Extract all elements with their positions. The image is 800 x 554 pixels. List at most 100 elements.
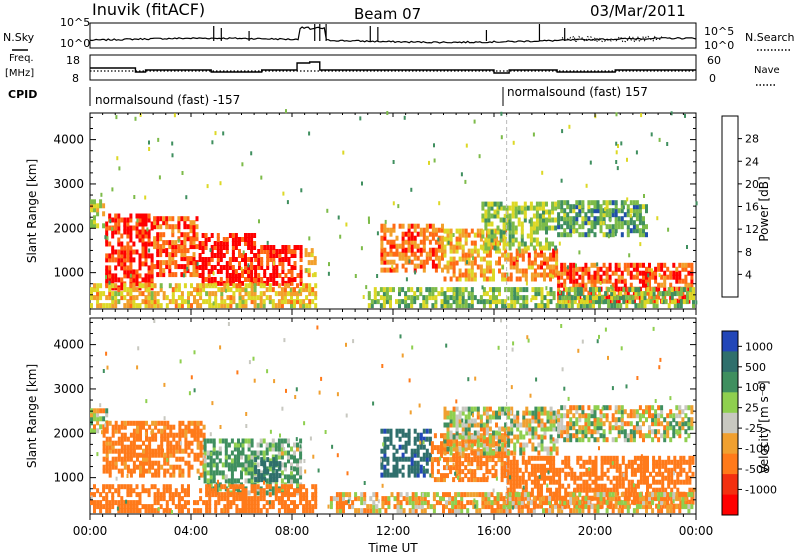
- heatmap-cell: [493, 233, 497, 239]
- heatmap-cell: [187, 295, 190, 301]
- heatmap-cell: [476, 477, 480, 483]
- heatmap-cell: [470, 295, 474, 301]
- heatmap-cell: [233, 446, 237, 452]
- freq-unit-label: [MHz]: [5, 68, 34, 79]
- heatmap-cell: [555, 471, 559, 477]
- heatmap-cell: [147, 229, 151, 235]
- heatmap-cell: [588, 483, 592, 489]
- heatmap-cell: [241, 450, 245, 456]
- heatmap-cell: [150, 265, 154, 271]
- heatmap-cell: [272, 261, 275, 266]
- heatmap-cell: [564, 303, 568, 309]
- heatmap-cell: [540, 291, 544, 297]
- heatmap-cell: [132, 452, 136, 458]
- heatmap-cell: [488, 453, 492, 459]
- heatmap-cell: [646, 463, 649, 469]
- heatmap-cell: [220, 508, 224, 514]
- heatmap-cell: [587, 425, 591, 431]
- heatmap-cell: [536, 252, 540, 258]
- heatmap-cell: [150, 508, 154, 514]
- heatmap-cell: [511, 229, 515, 235]
- heatmap-cell: [557, 216, 561, 222]
- heatmap-cell: [530, 471, 534, 477]
- heatmap-cell: [449, 438, 453, 444]
- heatmap-cell: [535, 209, 539, 215]
- heatmap-cell: [552, 459, 556, 465]
- heatmap-cell: [156, 264, 160, 270]
- heatmap-cell: [148, 248, 151, 253]
- heatmap-cell: [626, 224, 630, 230]
- heatmap-cell: [440, 453, 443, 459]
- heatmap-cell: [305, 508, 309, 514]
- heatmap-cell: [244, 478, 248, 484]
- heatmap-cell: [566, 433, 570, 439]
- heatmap-cell: [654, 429, 658, 435]
- heatmap-cell: [514, 205, 518, 211]
- heatmap-cell: [287, 458, 290, 464]
- heatmap-cell: [512, 471, 516, 477]
- heatmap-cell: [602, 212, 606, 218]
- heatmap-cell: [485, 291, 489, 297]
- heatmap-cell: [181, 171, 184, 175]
- heatmap-cell: [226, 508, 230, 514]
- heatmap-cell: [144, 249, 148, 255]
- heatmap-cell: [626, 290, 630, 296]
- heatmap-cell: [96, 303, 100, 309]
- heatmap-cell: [187, 484, 190, 490]
- heatmap-cell: [690, 262, 694, 268]
- heatmap-cell: [628, 287, 632, 293]
- heatmap-cell: [99, 504, 103, 510]
- heatmap-cell: [657, 294, 661, 300]
- heatmap-cell: [117, 287, 121, 293]
- heatmap-cell: [180, 488, 184, 494]
- heatmap-cell: [614, 208, 618, 214]
- heatmap-cell: [581, 224, 585, 230]
- heatmap-cell: [214, 291, 218, 297]
- heatmap-cell: [599, 216, 603, 222]
- heatmap-cell: [117, 225, 121, 231]
- heatmap-cell: [581, 433, 585, 439]
- heatmap-cell: [327, 271, 330, 276]
- heatmap-cell: [238, 249, 241, 254]
- heatmap-cell: [517, 221, 521, 227]
- heatmap-cell: [150, 221, 154, 227]
- heatmap-cell: [512, 463, 516, 469]
- heatmap-cell: [238, 291, 242, 297]
- heatmap-cell: [654, 278, 658, 284]
- heatmap-cell: [277, 454, 281, 460]
- heatmap-cell: [561, 483, 565, 489]
- heatmap-cell: [605, 212, 609, 218]
- heatmap-cell: [203, 458, 207, 464]
- heatmap-cell: [496, 245, 500, 251]
- heatmap-cell: [277, 299, 281, 305]
- heatmap-cell: [626, 270, 630, 276]
- heatmap-cell: [142, 472, 145, 478]
- heatmap-cell: [581, 204, 584, 209]
- heatmap-cell: [581, 429, 585, 435]
- heatmap-cell: [651, 429, 655, 435]
- heatmap-cell: [482, 434, 486, 440]
- heatmap-cell: [525, 295, 529, 301]
- heatmap-cell: [473, 119, 476, 124]
- heatmap-cell: [570, 287, 574, 293]
- heatmap-cell: [479, 450, 483, 456]
- heatmap-cell: [141, 245, 145, 251]
- heatmap-cell: [166, 440, 170, 446]
- heatmap-cell: [524, 463, 528, 469]
- heatmap-cell: [552, 410, 556, 416]
- heatmap-cell: [138, 273, 142, 279]
- heatmap-cell: [548, 241, 551, 247]
- heatmap-cell: [573, 475, 577, 481]
- heatmap-cell: [258, 219, 260, 224]
- heatmap-cell: [484, 201, 488, 207]
- heatmap-cell: [658, 291, 662, 297]
- heatmap-cell: [431, 227, 435, 233]
- heatmap-cell: [111, 496, 115, 502]
- heatmap-cell: [163, 432, 167, 438]
- heatmap-cell: [163, 472, 167, 478]
- heatmap-cell: [632, 429, 636, 435]
- heatmap-cell: [443, 252, 447, 258]
- heatmap-cell: [153, 244, 157, 250]
- heatmap-cell: [189, 244, 193, 250]
- heatmap-cell: [108, 253, 112, 259]
